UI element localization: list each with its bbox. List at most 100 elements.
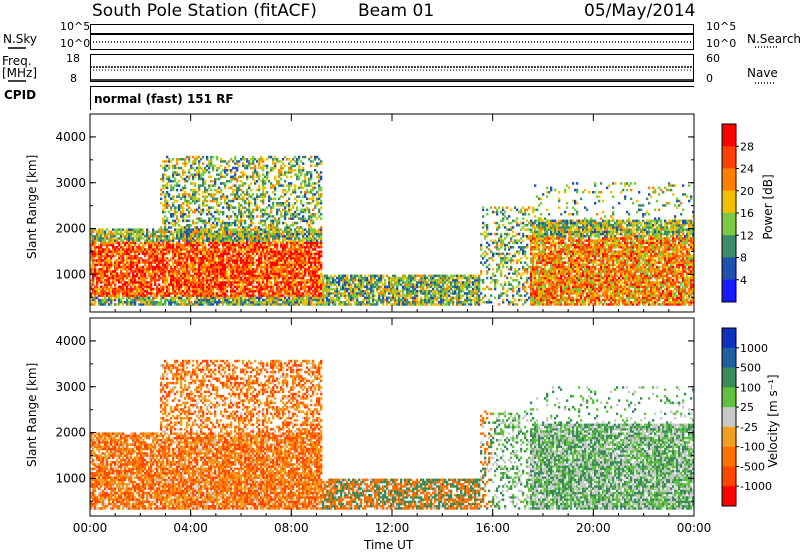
heatmap-cell [364,303,367,306]
heatmap-cell [232,301,235,304]
heatmap-cell [312,241,315,245]
heatmap-cell [348,281,351,284]
heatmap-cell [128,237,131,240]
heatmap-cell [138,268,141,271]
heatmap-cell [234,301,237,304]
heatmap-cell [168,221,171,225]
heatmap-cell [92,292,95,295]
heatmap-cell [312,160,315,163]
heatmap-cell [344,276,347,280]
heatmap-cell [212,169,215,172]
heatmap-cell [256,246,259,249]
heatmap-cell [294,270,297,273]
heatmap-cell [108,237,111,240]
heatmap-cell [220,290,223,293]
heatmap-cell [216,265,219,269]
heatmap-cell [288,202,291,205]
heatmap-cell [308,274,311,278]
heatmap-cell [298,292,301,295]
heatmap-cell [184,186,187,190]
nsky-tick-high: 10^5 [60,20,91,33]
heatmap-cell [198,155,201,159]
heatmap-cell [234,303,237,306]
heatmap-cell [216,252,219,256]
heatmap-cell [232,188,235,192]
heatmap-cell [220,254,223,258]
heatmap-cell [290,298,293,302]
heatmap-cell [142,230,145,234]
heatmap-cell [272,228,275,231]
heatmap-cell [94,259,97,262]
heatmap-cell [116,259,119,262]
heatmap-cell [374,281,377,284]
heatmap-cell [148,243,151,247]
heatmap-cell [296,272,299,275]
heatmap-cell [180,158,183,161]
heatmap-cell [240,180,243,183]
heatmap-cell [182,274,185,278]
heatmap-cell [224,182,227,185]
heatmap-cell [312,197,315,201]
heatmap-cell [138,252,141,256]
heatmap-cell [260,208,263,212]
heatmap-cell [228,217,231,220]
heatmap-cell [106,243,109,247]
heatmap-cell [110,285,113,289]
heatmap-cell [296,259,299,262]
heatmap-cell [266,279,269,282]
heatmap-cell [334,281,337,284]
heatmap-cell [208,254,211,258]
heatmap-cell [306,290,309,293]
heatmap-cell [242,279,245,282]
heatmap-cell [356,301,359,304]
heatmap-cell [336,285,339,289]
heatmap-cell [194,169,197,172]
heatmap-cell [190,173,193,176]
heatmap-cell [240,175,243,179]
heatmap-cell [158,276,161,280]
heatmap-cell [268,259,271,262]
heatmap-cell [214,274,217,278]
heatmap-cell [308,177,311,181]
heatmap-cell [168,160,171,163]
heatmap-cell [152,298,155,302]
heatmap-cell [296,177,299,181]
heatmap-cell [142,270,145,273]
heatmap-cell [100,270,103,273]
heatmap-cell [292,241,295,245]
heatmap-cell [192,290,195,293]
heatmap-cell [214,219,217,223]
heatmap-cell [198,199,201,203]
heatmap-cell [198,160,201,163]
heatmap-cell [262,250,265,253]
heatmap-cell [138,281,141,284]
heatmap-cell [206,204,209,207]
heatmap-cell [128,252,131,256]
heatmap-cell [242,303,245,306]
heatmap-cell [192,177,195,181]
heatmap-cell [198,270,201,273]
heatmap-cell [352,298,355,302]
heatmap-cell [266,285,269,289]
heatmap-cell [242,173,245,176]
heatmap-cell [182,213,185,216]
heatmap-cell [174,199,177,203]
heatmap-cell [134,270,137,273]
heatmap-cell [290,224,293,227]
heatmap-cell [260,232,263,236]
heatmap-cell [214,252,217,256]
heatmap-cell [222,257,225,260]
heatmap-cell [294,263,297,267]
heatmap-cell [310,173,313,176]
heatmap-cell [294,237,297,240]
heatmap-cell [168,259,171,262]
heatmap-cell [240,210,243,214]
heatmap-cell [300,226,303,229]
heatmap-cell [186,155,189,159]
heatmap-cell [226,294,229,297]
heatmap-cell [266,164,269,168]
heatmap-cell [224,252,227,256]
heatmap-cell [262,184,265,187]
heatmap-cell [178,252,181,256]
heatmap-cell [142,246,145,249]
